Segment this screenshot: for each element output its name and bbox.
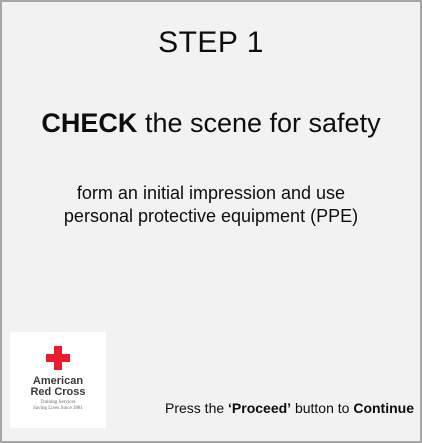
logo-subtitle-line-2: Saving Lives Since 1881 (33, 406, 83, 411)
proceed-instruction: Press the ‘Proceed’ button to Continue (165, 400, 414, 416)
description-line-2: personal protective equipment (PPE) (63, 206, 359, 226)
instruction-button-name: ‘Proceed’ (228, 400, 292, 416)
instruction-middle: button to (291, 400, 354, 416)
red-cross-logo: American Red Cross Training Services Sav… (10, 332, 106, 428)
logo-subtitle: Training Services Saving Lives Since 188… (10, 400, 106, 412)
instruction-prefix: Press the (165, 400, 229, 416)
headline-keyword: CHECK (41, 108, 138, 138)
logo-subtitle-line-1: Training Services (40, 400, 76, 405)
logo-name-line-1: American (32, 375, 84, 387)
red-cross-icon (46, 346, 70, 370)
instruction-action: Continue (353, 400, 414, 416)
logo-name: American Red Cross (10, 376, 106, 398)
step-description: form an initial impression and use perso… (22, 182, 400, 228)
step-title: STEP 1 (158, 26, 264, 59)
step-headline: CHECK the scene for safety (2, 108, 420, 139)
description-line-1: form an initial impression and use (76, 183, 346, 203)
logo-name-line-2: Red Cross (30, 386, 86, 398)
headline-text: the scene for safety (137, 108, 381, 138)
